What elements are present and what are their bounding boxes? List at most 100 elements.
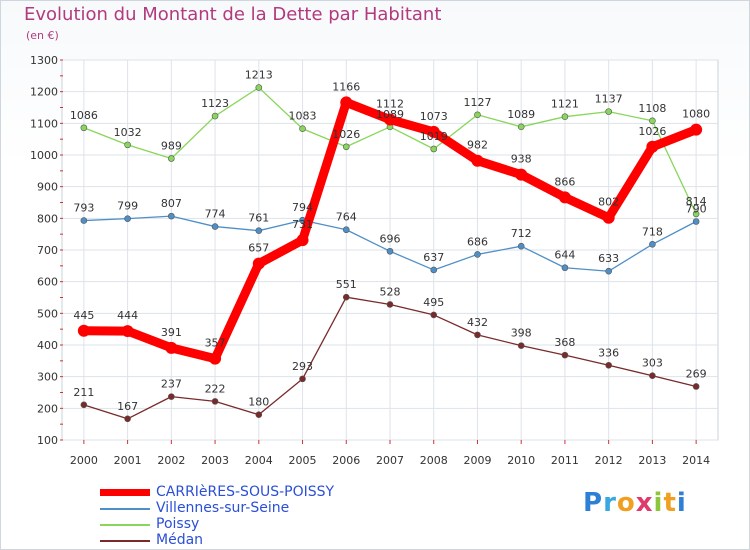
- data-label: 793: [73, 202, 94, 215]
- data-label: 1026: [332, 128, 360, 141]
- y-tick-label: 1100: [30, 117, 58, 130]
- y-tick-label: 1200: [30, 86, 58, 99]
- data-label: 1026: [638, 125, 666, 138]
- data-label: 989: [161, 139, 182, 152]
- data-point: [558, 191, 571, 204]
- data-point: [255, 84, 263, 91]
- x-tick-label: 2003: [201, 454, 229, 467]
- data-point: [561, 113, 569, 120]
- data-point: [124, 415, 131, 423]
- data-point: [561, 264, 569, 272]
- data-point: [646, 140, 659, 153]
- y-tick-label: 900: [37, 181, 58, 194]
- y-tick-label: 600: [37, 276, 58, 289]
- x-tick-label: 2002: [157, 454, 185, 467]
- x-tick-label: 2010: [507, 454, 535, 467]
- x-tick-label: 2008: [420, 454, 448, 467]
- data-label: 1089: [507, 108, 535, 121]
- data-label: 398: [511, 327, 532, 340]
- data-label: 1089: [376, 108, 404, 121]
- data-label: 303: [642, 357, 663, 370]
- data-point: [211, 398, 219, 405]
- legend-label-poissy: Poissy: [156, 516, 200, 532]
- data-label: 712: [511, 227, 532, 240]
- data-label: 637: [423, 251, 444, 264]
- y-tick-label: 500: [37, 307, 58, 320]
- data-label: 1127: [463, 96, 491, 109]
- data-label: 368: [554, 336, 575, 349]
- y-tick-label: 700: [37, 244, 58, 257]
- data-label: 1108: [638, 102, 666, 115]
- data-point: [209, 352, 222, 365]
- legend-label-carrieres: CARRIèRES-SOUS-POISSY: [156, 484, 335, 500]
- data-label: 269: [686, 367, 707, 380]
- data-point: [80, 217, 88, 224]
- data-label: 696: [380, 232, 401, 245]
- data-point: [255, 411, 263, 418]
- legend-swatch-carrieres: [100, 489, 150, 496]
- x-tick-label: 2007: [376, 454, 404, 467]
- data-label: 1083: [289, 110, 317, 123]
- data-label: 222: [205, 382, 226, 395]
- data-point: [474, 331, 481, 339]
- y-tick-label: 100: [37, 434, 58, 447]
- legend-label-medan: Médan: [156, 532, 204, 548]
- data-label: 551: [336, 278, 357, 291]
- data-label: 1213: [245, 69, 273, 82]
- x-tick-label: 2012: [595, 454, 623, 467]
- data-label: 802: [598, 196, 619, 209]
- data-label: 764: [336, 211, 357, 224]
- y-tick-label: 200: [37, 402, 58, 415]
- data-point: [605, 361, 612, 369]
- data-label: 774: [205, 208, 226, 221]
- x-tick-label: 2001: [114, 454, 142, 467]
- data-point: [124, 141, 131, 149]
- x-tick-label: 2013: [638, 454, 666, 467]
- x-tick-label: 2000: [70, 454, 98, 467]
- data-point: [474, 251, 481, 258]
- data-point: [340, 96, 353, 109]
- data-label: 790: [686, 203, 707, 216]
- chart-title: Evolution du Montant de la Dette par Hab…: [24, 4, 442, 25]
- data-label: 1019: [420, 130, 448, 143]
- data-label: 180: [248, 396, 269, 409]
- x-tick-label: 2009: [463, 454, 491, 467]
- data-label: 237: [161, 378, 182, 391]
- data-label: 211: [73, 386, 94, 399]
- y-tick-label: 400: [37, 339, 58, 352]
- data-point: [121, 325, 134, 338]
- data-point: [692, 218, 700, 225]
- chart-subtitle: (en €): [26, 29, 59, 42]
- data-point: [605, 108, 612, 115]
- data-point: [602, 211, 615, 224]
- data-label: 1121: [551, 98, 579, 111]
- data-label: 1086: [70, 109, 98, 122]
- legend-label-villennes: Villennes-sur-Seine: [156, 500, 290, 516]
- x-tick-label: 2011: [551, 454, 579, 467]
- data-point: [80, 124, 88, 132]
- data-label: 167: [117, 400, 138, 413]
- data-label: 644: [554, 249, 575, 262]
- data-point: [692, 210, 700, 218]
- x-tick-label: 2014: [682, 454, 710, 467]
- data-point: [211, 223, 219, 230]
- data-label: 357: [205, 337, 226, 350]
- x-tick-label: 2006: [332, 454, 360, 467]
- data-point: [649, 372, 656, 380]
- x-tick-label: 2004: [245, 454, 273, 467]
- data-point: [384, 113, 396, 126]
- data-label: 528: [380, 285, 401, 298]
- data-point: [561, 351, 569, 359]
- data-point: [430, 266, 438, 274]
- data-label: 938: [511, 153, 532, 166]
- data-point: [471, 154, 484, 167]
- data-point: [649, 241, 656, 248]
- data-label: 1073: [420, 110, 448, 123]
- data-point: [342, 143, 350, 151]
- data-point: [649, 117, 656, 125]
- data-point: [515, 168, 528, 181]
- data-point: [168, 155, 175, 162]
- data-label: 731: [292, 218, 313, 231]
- data-label: 432: [467, 316, 488, 329]
- data-point: [342, 293, 350, 301]
